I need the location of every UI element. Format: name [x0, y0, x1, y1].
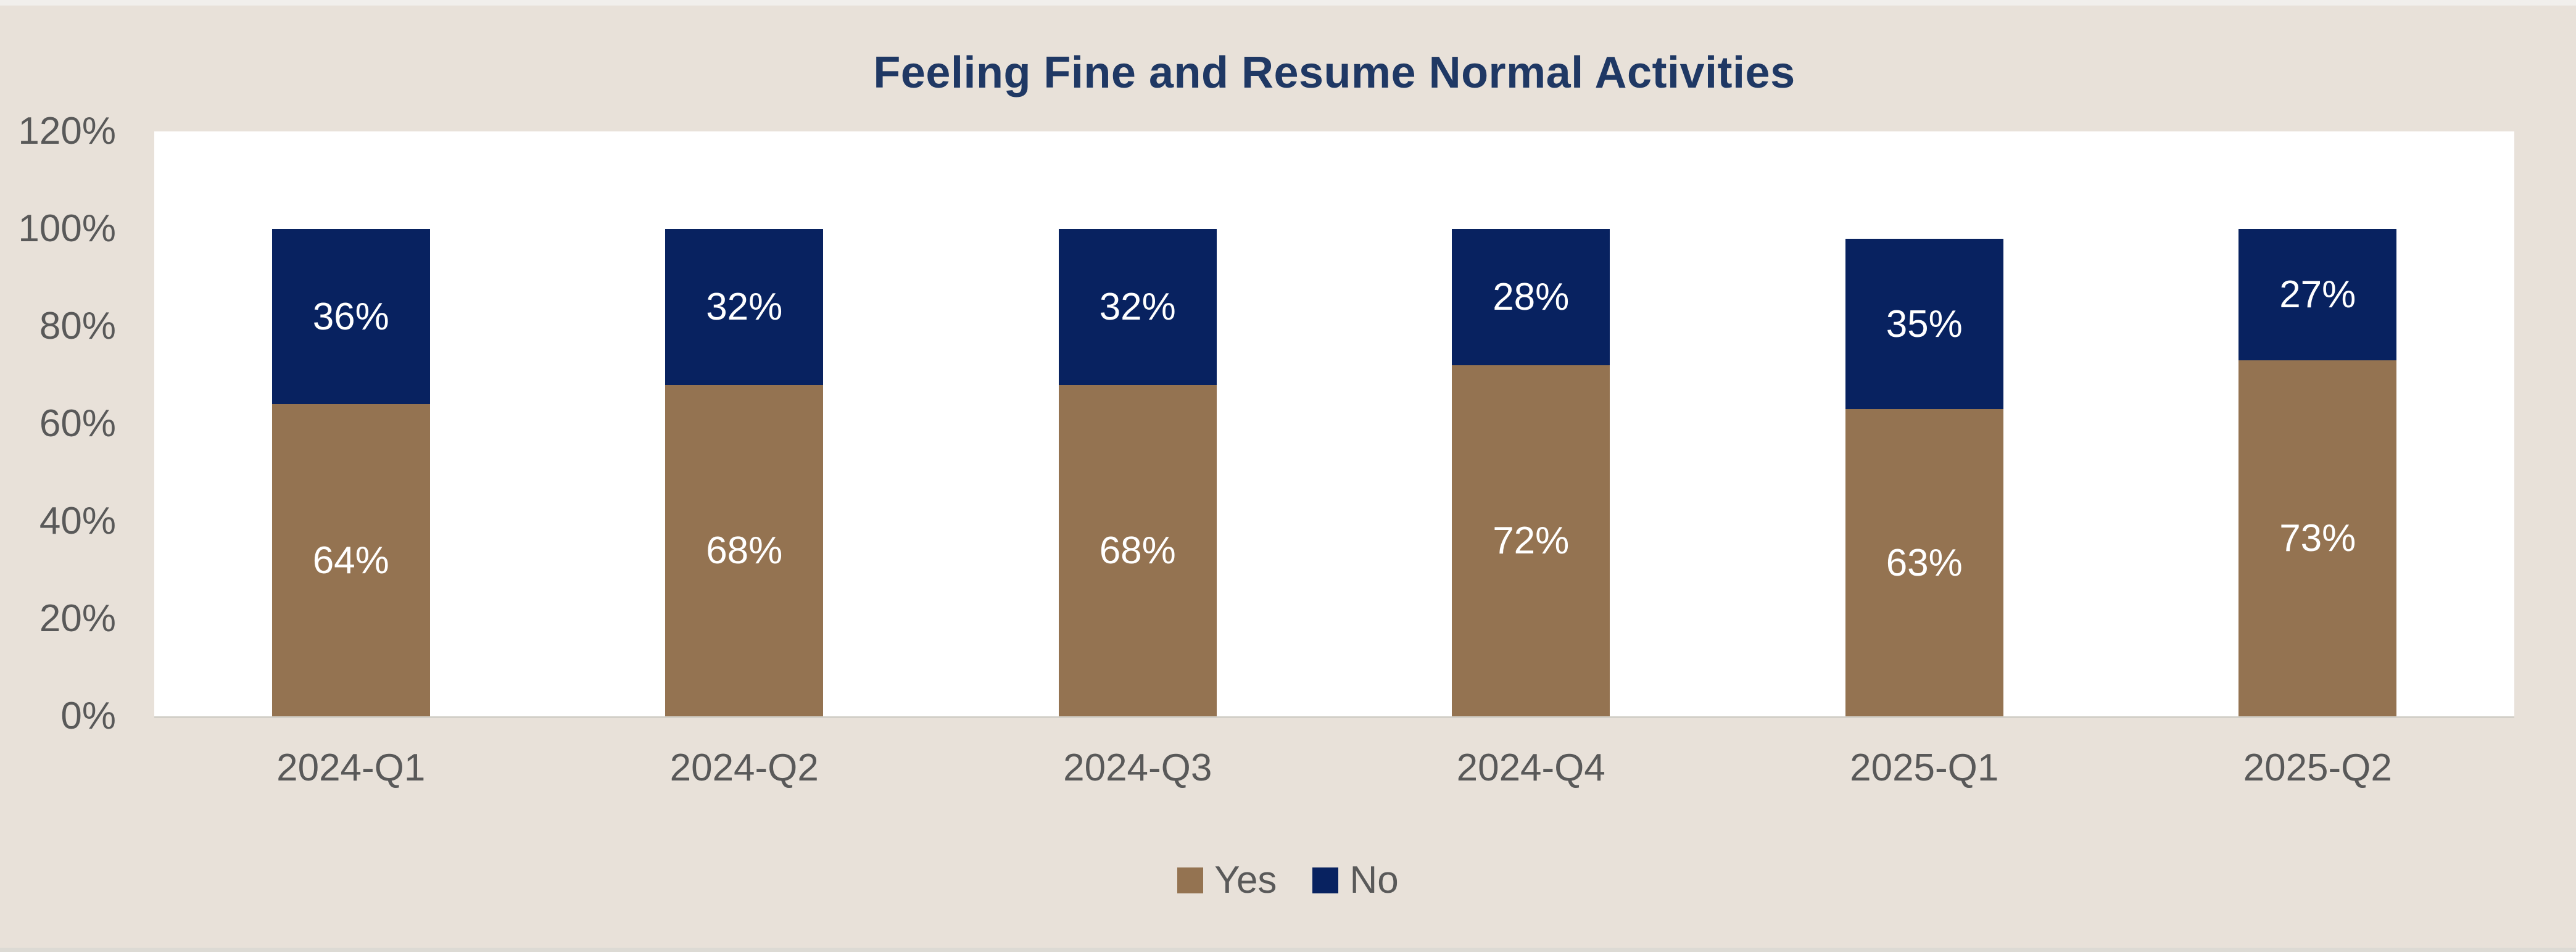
bar-segment-no-2025-q1: 35%: [1845, 238, 2003, 410]
legend-label: Yes: [1214, 859, 1277, 901]
bar-segment-no-2024-q3: 32%: [1058, 229, 1217, 385]
bar-segment-yes-2024-q3: 68%: [1058, 384, 1217, 716]
legend-swatch-yes: [1177, 867, 1204, 893]
bar-segment-no-2025-q2: 27%: [2238, 229, 2397, 361]
top-edge-strip: [0, 0, 2576, 6]
legend-item-no: No: [1312, 856, 1399, 905]
bar-segment-yes-2025-q2: 73%: [2238, 360, 2397, 716]
bar-segment-yes-2025-q1: 63%: [1845, 409, 2003, 716]
legend-label: No: [1349, 859, 1399, 901]
bar-value-label: 68%: [706, 529, 783, 572]
bar-segment-yes-2024-q4: 72%: [1452, 365, 1610, 716]
bar-segment-no-2024-q4: 28%: [1452, 229, 1610, 366]
plot-area: 64% 36% 68% 32% 68% 32% 72% 28% 63% 35% 73% 27%: [154, 131, 2514, 718]
x-axis-label: 2025-Q2: [2243, 747, 2392, 789]
chart-title: Feeling Fine and Resume Normal Activitie…: [873, 48, 1795, 97]
legend-item-yes: Yes: [1177, 856, 1277, 905]
bar-value-label: 73%: [2279, 517, 2356, 560]
x-axis-label: 2024-Q4: [1456, 747, 1605, 789]
x-axis-label: 2024-Q1: [276, 747, 426, 789]
y-axis-tick-label: 60%: [39, 402, 116, 445]
bar-value-label: 32%: [1099, 285, 1176, 328]
x-axis-label: 2024-Q3: [1063, 747, 1212, 789]
legend: Yes No: [0, 856, 2576, 905]
x-axis-label: 2024-Q2: [669, 747, 819, 789]
bar-value-label: 68%: [1099, 529, 1176, 572]
bar-value-label: 28%: [1493, 276, 1570, 319]
bar-value-label: 32%: [706, 285, 783, 328]
bar-segment-no-2024-q2: 32%: [665, 229, 824, 385]
bar-value-label: 72%: [1493, 519, 1570, 563]
bar-value-label: 36%: [312, 295, 389, 338]
bar-segment-yes-2024-q2: 68%: [665, 384, 824, 716]
y-axis-tick-label: 0%: [60, 695, 116, 737]
x-axis-label: 2025-Q1: [1850, 747, 1999, 789]
y-axis-tick-label: 20%: [39, 597, 116, 640]
bottom-edge-strip: [0, 948, 2576, 952]
y-axis-tick-label: 80%: [39, 305, 116, 347]
bar-segment-no-2024-q1: 36%: [271, 229, 430, 405]
bar-segment-yes-2024-q1: 64%: [271, 404, 430, 716]
y-axis-tick-label: 120%: [18, 110, 116, 152]
bar-value-label: 63%: [1886, 541, 1963, 584]
bar-value-label: 64%: [312, 539, 389, 582]
legend-swatch-no: [1312, 867, 1339, 893]
bar-value-label: 27%: [2279, 273, 2356, 317]
bar-value-label: 35%: [1886, 302, 1963, 346]
y-axis-tick-label: 100%: [18, 207, 116, 250]
y-axis-tick-label: 40%: [39, 500, 116, 542]
